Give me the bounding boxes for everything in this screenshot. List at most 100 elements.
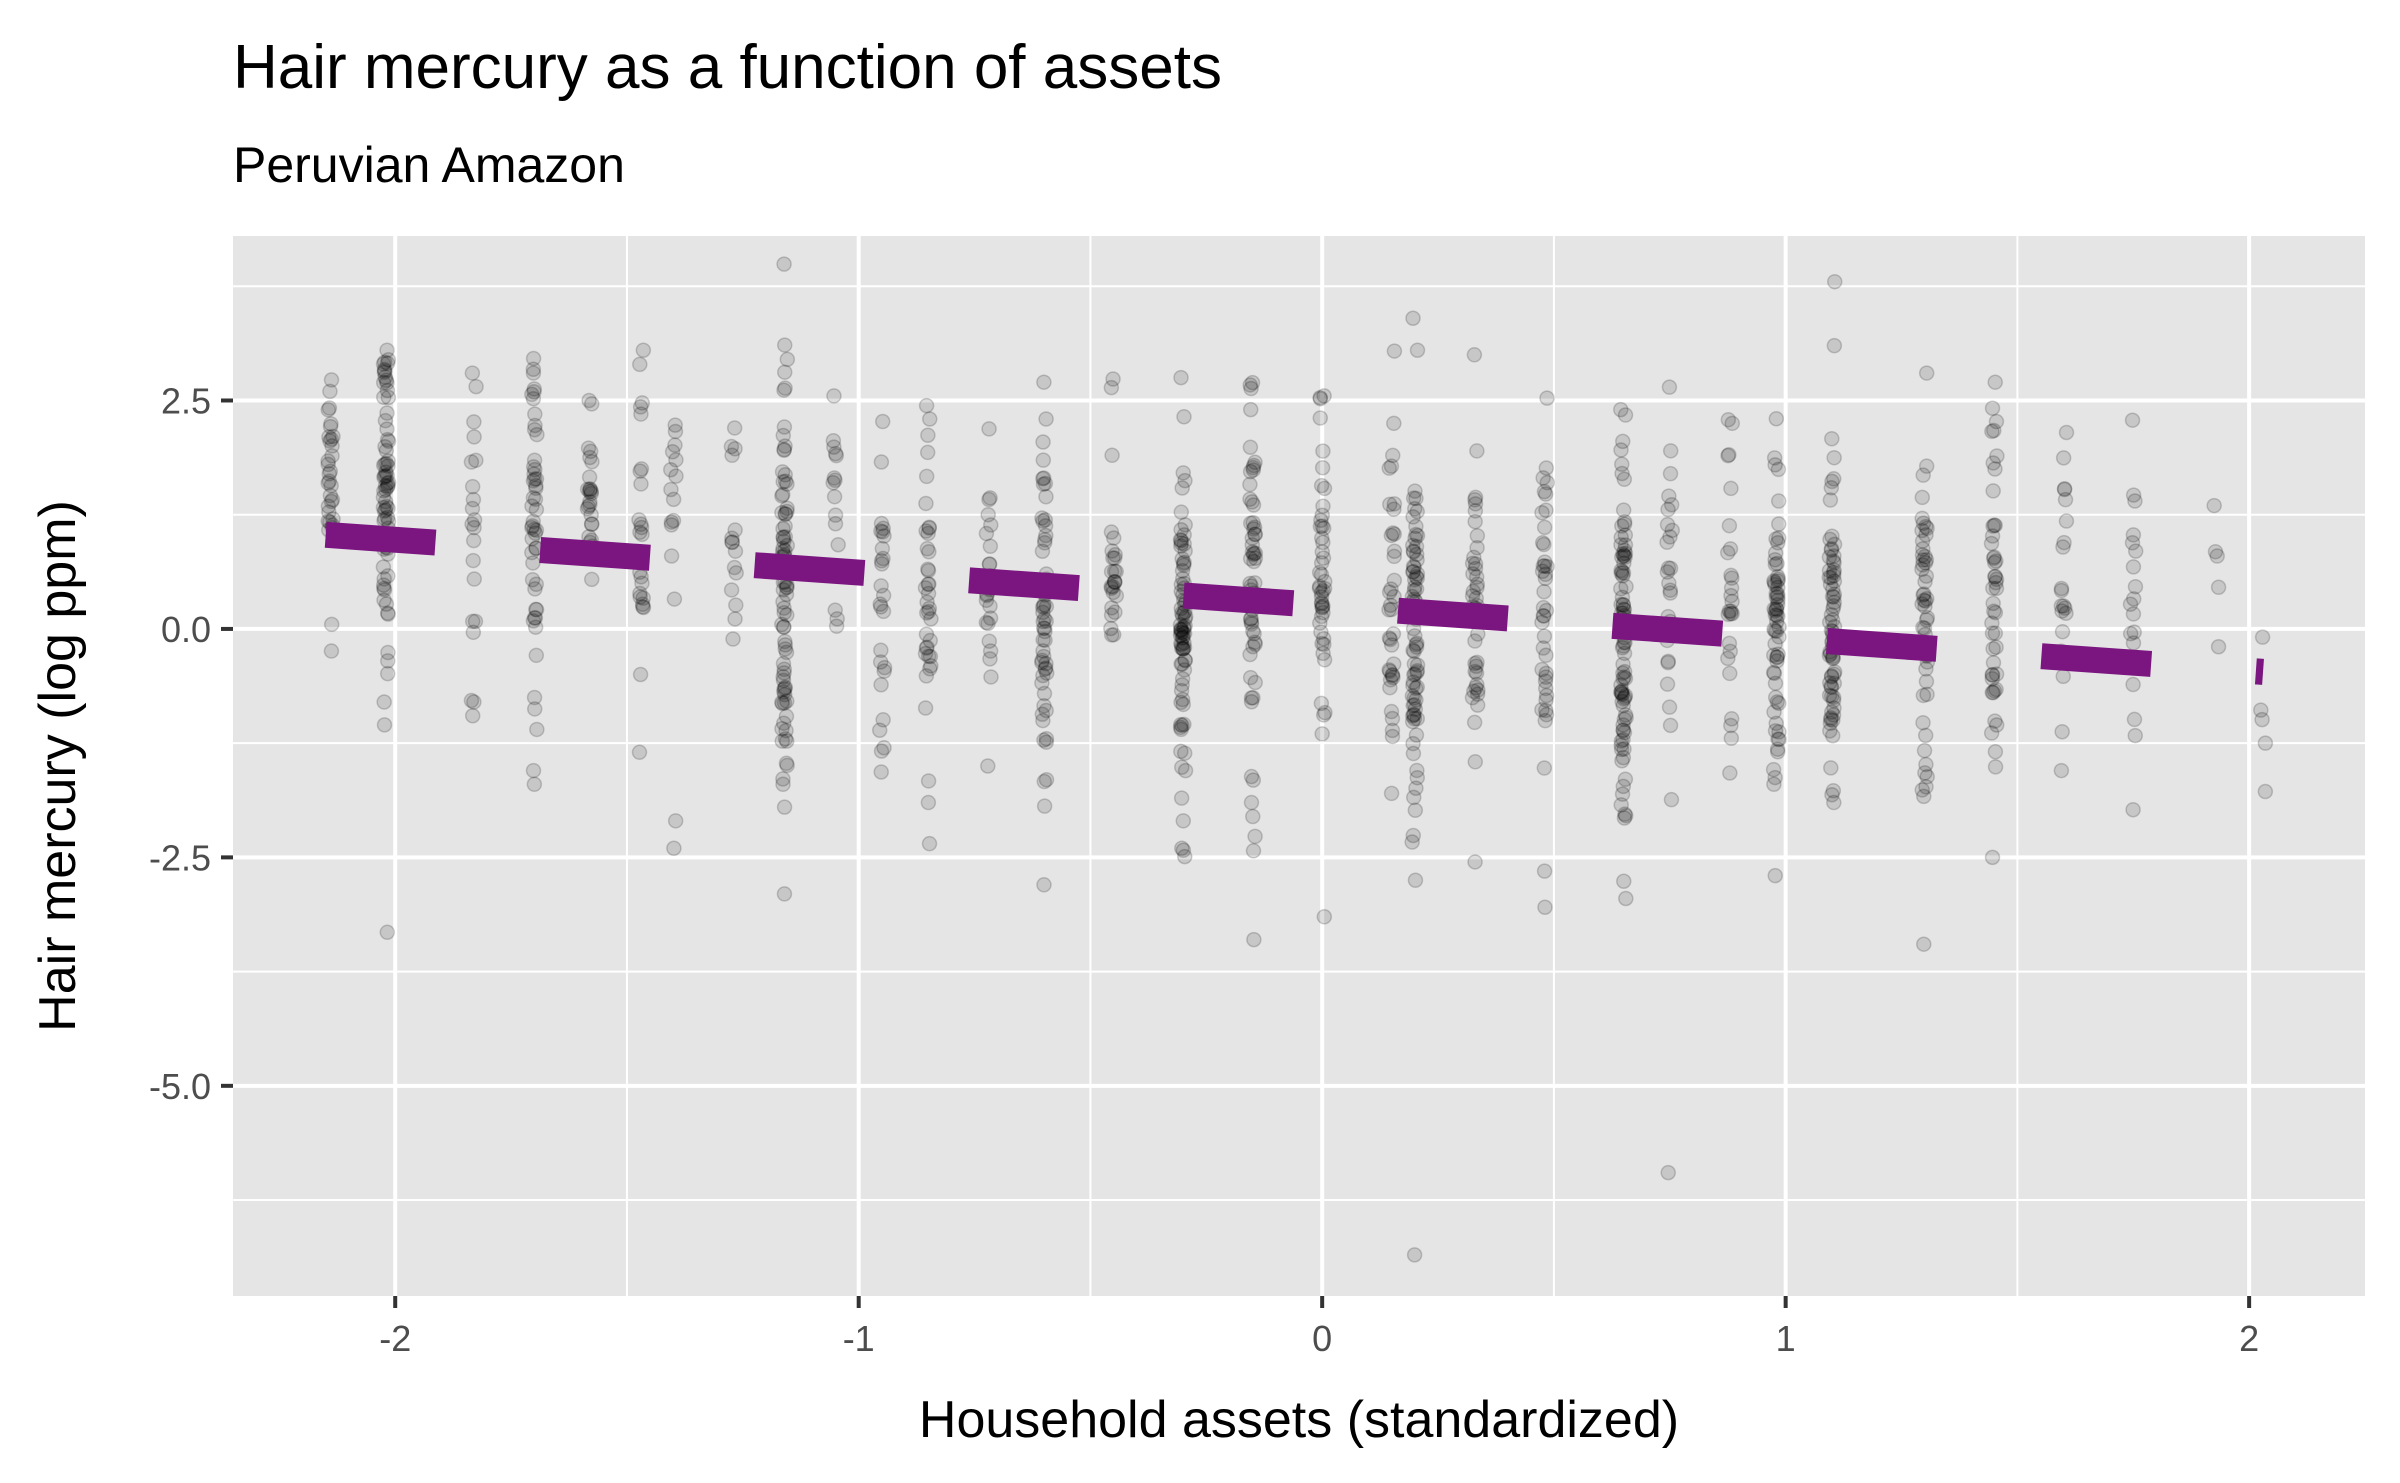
data-point: [918, 626, 935, 642]
data-point: [1823, 480, 1840, 496]
data-point: [1381, 630, 1398, 646]
data-point: [2207, 543, 2224, 560]
data-point: [582, 497, 598, 513]
data-point: [1534, 563, 1551, 580]
data-point: [1243, 693, 1260, 710]
data-point: [1767, 556, 1784, 573]
data-point: [633, 406, 649, 422]
data-point: [1104, 543, 1120, 559]
data-point: [668, 468, 684, 484]
data-point: [1659, 516, 1676, 533]
data-point: [873, 743, 890, 759]
data-point: [380, 478, 396, 494]
data-point: [1825, 601, 1841, 617]
data-point: [1768, 715, 1784, 732]
data-point: [918, 640, 935, 656]
data-point: [1826, 555, 1842, 571]
data-point: [1406, 707, 1422, 723]
data-point: [1615, 565, 1632, 581]
data-point: [1405, 735, 1421, 752]
data-point: [1659, 564, 1676, 580]
plot-panel: [233, 236, 2365, 1296]
major-gridlines: [233, 236, 2365, 1296]
data-point: [1769, 586, 1786, 602]
data-point: [1313, 584, 1330, 601]
data-point: [917, 645, 934, 662]
data-point: [1825, 712, 1841, 728]
data-point: [379, 342, 395, 358]
y-tick-label: -2.5: [149, 837, 211, 878]
data-point: [1242, 439, 1259, 455]
data-point: [375, 356, 392, 372]
data-point: [830, 536, 846, 553]
data-point: [1382, 663, 1398, 679]
data-point: [1034, 652, 1050, 669]
data-point: [1766, 776, 1782, 793]
data-point: [983, 669, 999, 685]
data-point: [2125, 591, 2142, 607]
data-point: [635, 342, 652, 358]
data-point: [1384, 722, 1401, 739]
data-point: [776, 681, 792, 697]
data-point: [583, 507, 599, 523]
data-point: [1919, 768, 1935, 785]
data-point: [1770, 573, 1786, 589]
data-point: [464, 500, 481, 517]
data-point: [663, 481, 679, 498]
chart-subtitle: Peruvian Amazon: [233, 137, 625, 193]
data-point: [1036, 732, 1052, 748]
data-point: [1103, 578, 1119, 595]
data-point: [1173, 622, 1190, 639]
data-point: [775, 669, 791, 685]
data-point: [775, 771, 791, 787]
data-point: [1242, 463, 1259, 480]
data-point: [1767, 603, 1784, 619]
data-point: [1917, 555, 1934, 571]
data-point: [1037, 623, 1053, 640]
data-point: [526, 384, 542, 400]
data-point: [1405, 558, 1422, 575]
data-point: [1917, 598, 1933, 615]
data-point: [1386, 343, 1403, 359]
data-point: [1243, 610, 1259, 627]
data-point: [2206, 497, 2222, 514]
data-point: [1986, 683, 2003, 699]
data-point: [1406, 697, 1423, 713]
data-point: [1987, 759, 2004, 775]
data-point: [1173, 790, 1190, 806]
data-point: [1177, 618, 1193, 634]
data-point: [1176, 745, 1193, 761]
data-point: [1408, 780, 1424, 797]
data-point: [1768, 589, 1785, 605]
data-point: [1313, 530, 1330, 546]
data-point: [1176, 409, 1192, 425]
data-point: [380, 474, 397, 491]
data-point: [1825, 471, 1842, 487]
data-point: [1917, 765, 1933, 781]
data-point: [1467, 489, 1484, 506]
data-point: [1618, 807, 1634, 824]
data-point: [1404, 708, 1421, 724]
data-point: [1034, 675, 1050, 691]
data-point: [2125, 527, 2142, 543]
data-point: [663, 548, 680, 564]
data-point: [1176, 619, 1192, 635]
data-point: [1175, 813, 1192, 829]
data-point: [1723, 567, 1739, 584]
data-point: [1770, 569, 1786, 585]
data-point: [1243, 690, 1260, 706]
data-point: [874, 540, 891, 557]
data-point: [1826, 664, 1843, 680]
data-point: [1036, 685, 1053, 702]
data-point: [1613, 797, 1629, 813]
data-point: [778, 586, 795, 603]
data-point: [1614, 685, 1630, 702]
data-point: [524, 519, 540, 536]
data-point: [982, 538, 999, 555]
data-point: [1038, 613, 1054, 629]
data-point: [632, 463, 648, 479]
data-point: [1312, 518, 1329, 535]
data-point: [1385, 525, 1401, 541]
data-point: [380, 389, 397, 406]
data-point: [526, 381, 542, 397]
